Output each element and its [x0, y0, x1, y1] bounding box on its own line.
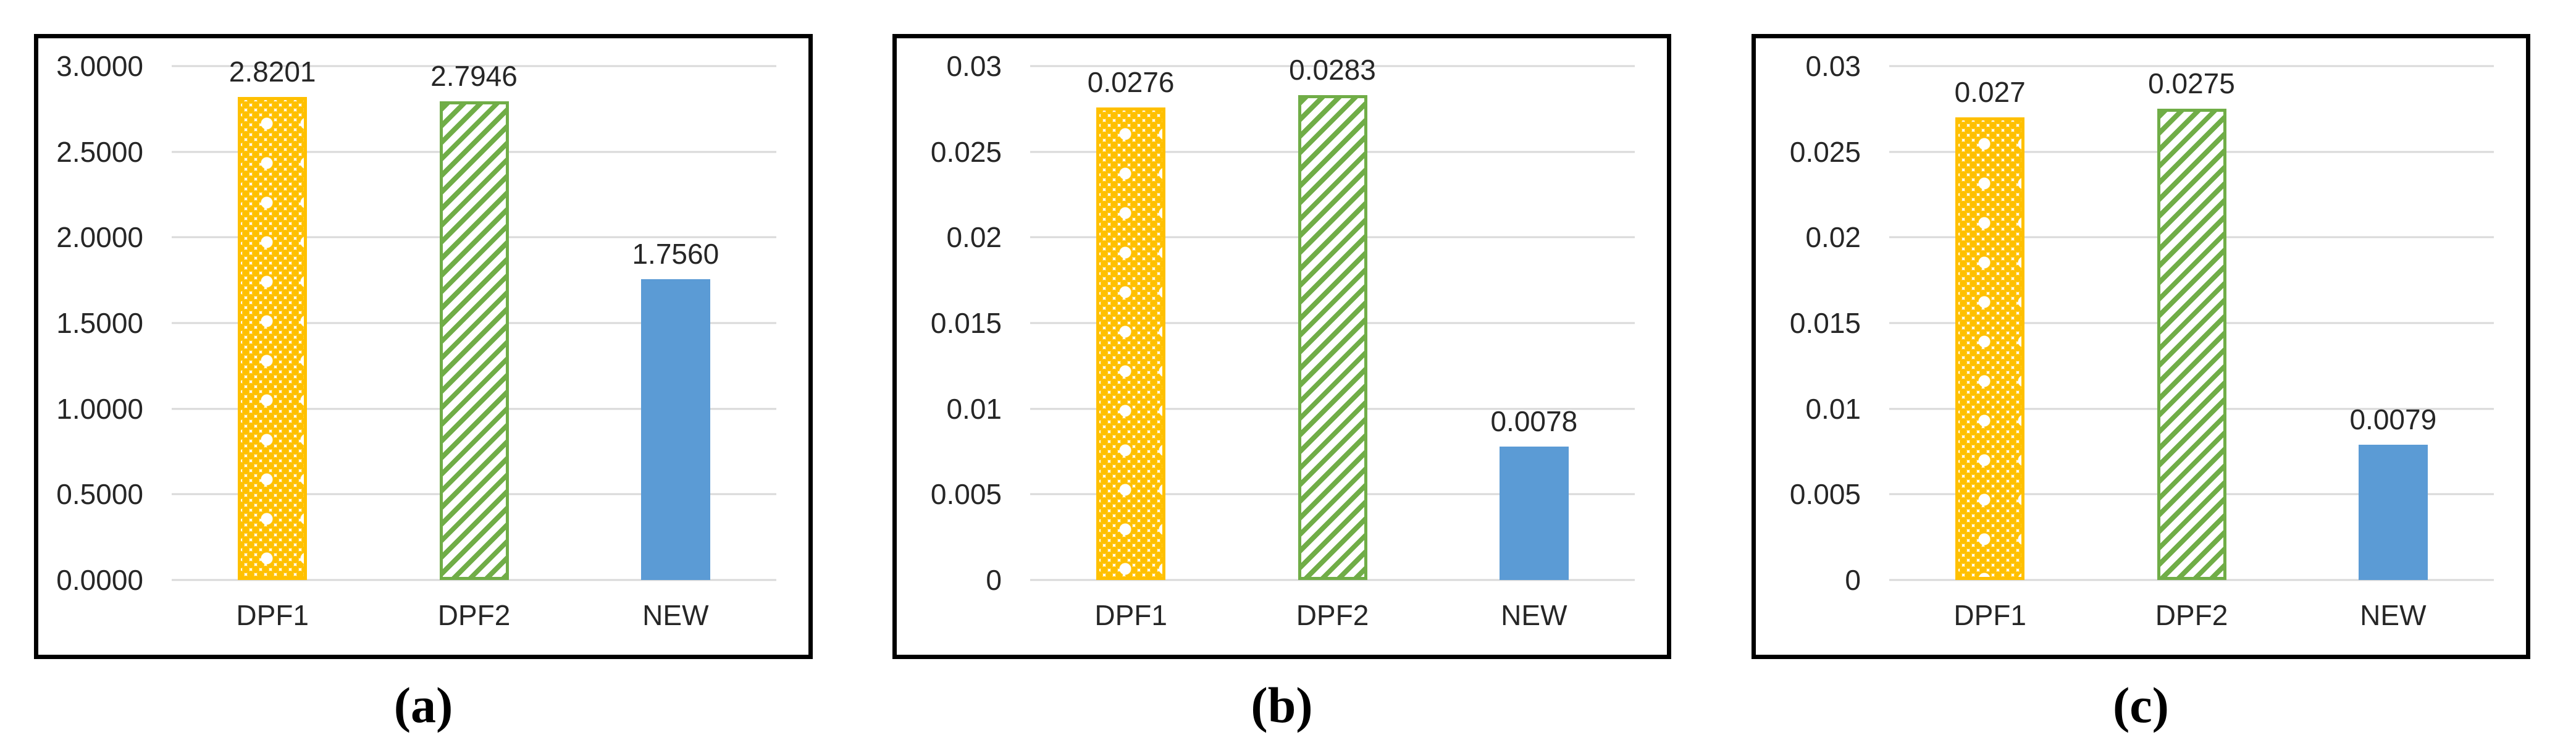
bar-dpf2	[1298, 95, 1367, 580]
data-label-dpf2: 0.0283	[1289, 54, 1376, 86]
plot-area: 0.0276 0.0283 0.0078 DPF1 DPF2 NEW	[1030, 56, 1635, 629]
panel-b: 0.03 0.025 0.02 0.015 0.01 0.005 0 0.027…	[858, 0, 1717, 748]
panel-c: 0.03 0.025 0.02 0.015 0.01 0.005 0 0.027…	[1718, 0, 2576, 748]
y-tick-label: 0.005	[1789, 478, 1861, 511]
bar-new	[1499, 446, 1569, 580]
data-label-new: 0.0078	[1490, 405, 1578, 437]
chart-frame-b: 0.03 0.025 0.02 0.015 0.01 0.005 0 0.027…	[892, 34, 1671, 659]
y-tick-label: 0.025	[930, 135, 1002, 168]
plot-area: 2.8201 2.7946 1.7560 DPF1 DPF2 NEW	[172, 57, 776, 629]
panel-caption-a: (a)	[393, 677, 453, 733]
category-label-dpf1: DPF1	[236, 599, 309, 631]
y-axis-tick-labels: 0.03 0.025 0.02 0.015 0.01 0.005 0	[904, 52, 1002, 594]
y-axis-tick-labels: 0.03 0.025 0.02 0.015 0.01 0.005 0	[1763, 52, 1861, 594]
y-tick-label: 0.02	[946, 221, 1002, 254]
data-label-new: 0.0079	[2349, 403, 2437, 435]
panel-caption-b: (b)	[1251, 677, 1313, 733]
bar-dpf1	[1096, 107, 1166, 580]
y-tick-label: 0.03	[946, 50, 1002, 82]
chart-frame-a: 3.0000 2.5000 2.0000 1.5000 1.0000 0.500…	[34, 34, 813, 659]
gridline	[172, 65, 776, 67]
bar-new	[2358, 444, 2428, 580]
y-tick-label: 1.0000	[56, 392, 143, 425]
category-label-new: NEW	[642, 599, 709, 631]
bar-dpf2	[2157, 109, 2226, 580]
gridline	[1889, 65, 2494, 67]
data-label-dpf1: 2.8201	[229, 55, 316, 88]
y-tick-label: 0.015	[930, 307, 1002, 339]
bar-dpf2	[439, 101, 509, 580]
y-tick-label: 0.0000	[56, 564, 143, 596]
category-label-dpf1: DPF1	[1094, 599, 1167, 631]
y-tick-label: 0.025	[1789, 135, 1861, 168]
y-tick-label: 0.02	[1805, 221, 1861, 254]
y-tick-label: 0.03	[1805, 50, 1861, 82]
y-tick-label: 0.01	[946, 392, 1002, 425]
y-tick-label: 0.01	[1805, 392, 1861, 425]
chart-frame-c: 0.03 0.025 0.02 0.015 0.01 0.005 0 0.027…	[1752, 34, 2530, 659]
data-label-dpf1: 0.0276	[1087, 65, 1175, 98]
category-label-new: NEW	[2360, 599, 2427, 631]
y-tick-label: 0	[1845, 564, 1861, 596]
category-label-dpf2: DPF2	[1296, 599, 1369, 631]
gridline-baseline	[1030, 579, 1635, 581]
bar-dpf1	[238, 96, 308, 580]
y-tick-label: 3.0000	[56, 50, 143, 82]
data-label-new: 1.7560	[632, 238, 720, 271]
panel-a: 3.0000 2.5000 2.0000 1.5000 1.0000 0.500…	[0, 0, 858, 748]
category-label-dpf1: DPF1	[1953, 599, 2026, 631]
y-tick-label: 0.5000	[56, 478, 143, 511]
y-tick-label: 0.005	[930, 478, 1002, 511]
y-tick-label: 2.0000	[56, 221, 143, 254]
data-label-dpf2: 0.0275	[2148, 67, 2235, 100]
gridline-baseline	[172, 579, 776, 581]
y-tick-label: 0	[986, 564, 1002, 596]
y-tick-label: 0.015	[1789, 307, 1861, 339]
plot-area: 0.027 0.0275 0.0079 DPF1 DPF2 NEW	[1889, 65, 2494, 629]
gridline-baseline	[1889, 579, 2494, 581]
y-tick-label: 1.5000	[56, 307, 143, 339]
bar-dpf1	[1955, 117, 2025, 580]
panel-caption-c: (c)	[2112, 677, 2169, 733]
y-tick-label: 2.5000	[56, 135, 143, 168]
data-label-dpf1: 0.027	[1954, 76, 2026, 109]
category-label-dpf2: DPF2	[437, 599, 511, 631]
y-axis-tick-labels: 3.0000 2.5000 2.0000 1.5000 1.0000 0.500…	[46, 52, 143, 594]
category-label-new: NEW	[1501, 599, 1567, 631]
bar-new	[640, 279, 710, 580]
gridline	[1030, 65, 1635, 67]
category-label-dpf2: DPF2	[2155, 599, 2228, 631]
data-label-dpf2: 2.7946	[430, 59, 518, 92]
